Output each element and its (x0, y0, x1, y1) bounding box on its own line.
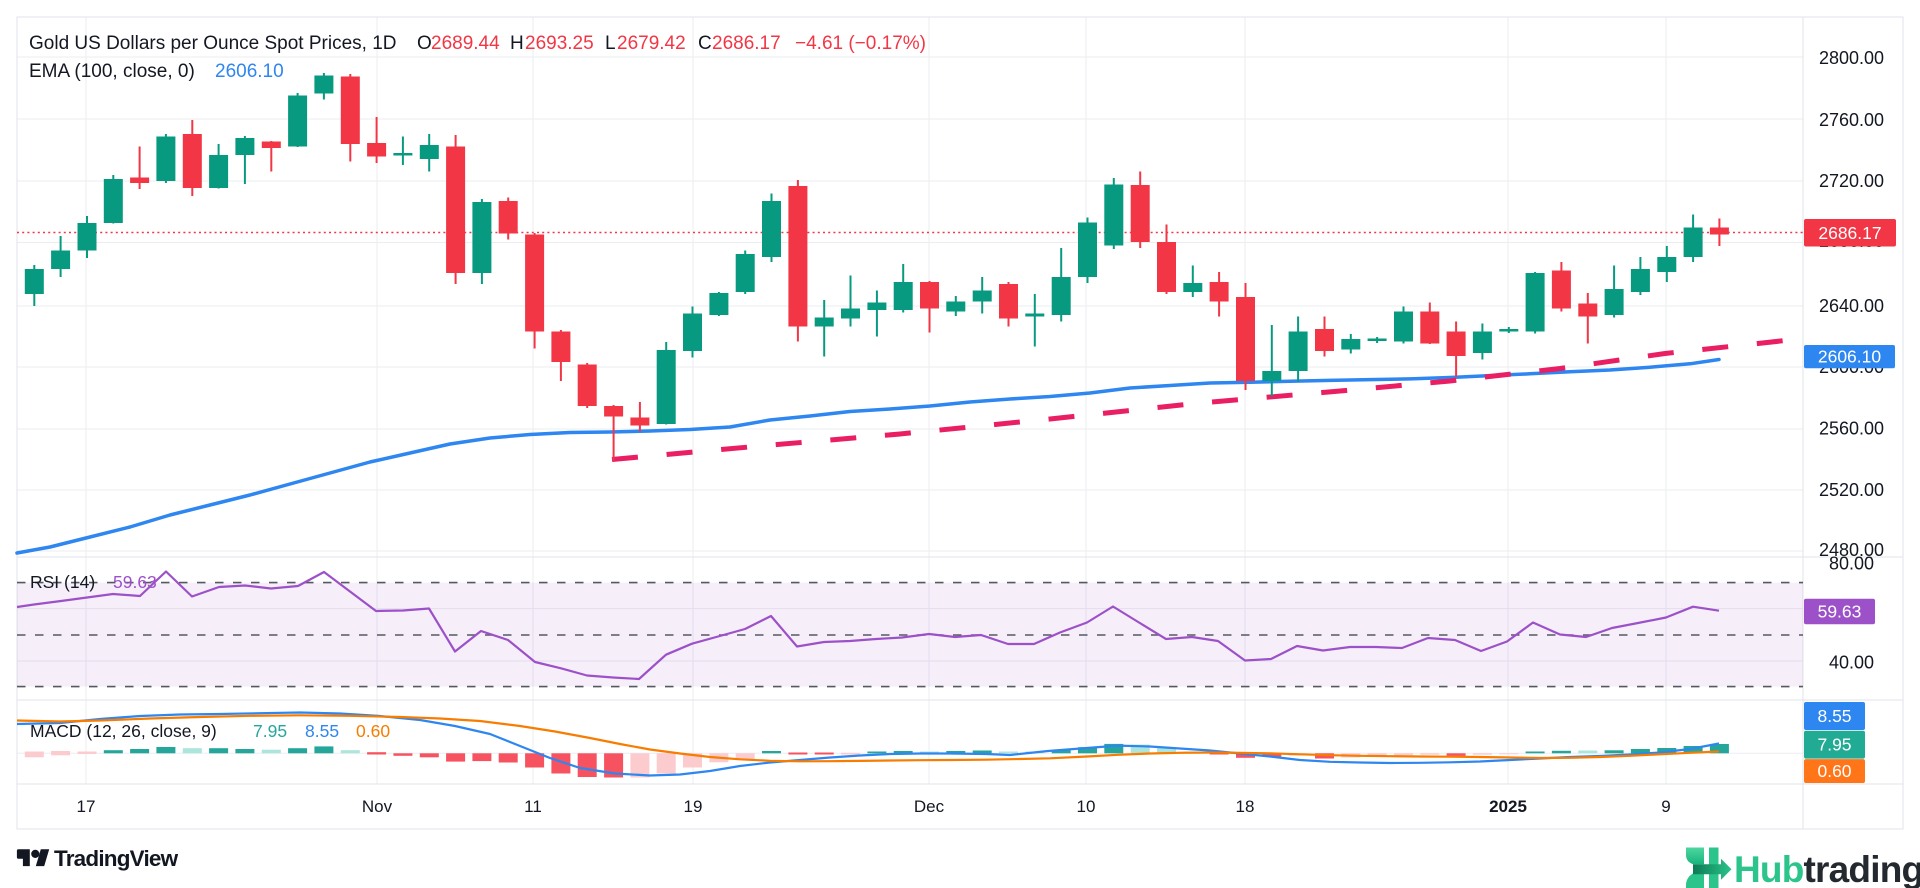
svg-text:59.63: 59.63 (113, 572, 157, 592)
svg-text:Hubtrading: Hubtrading (1734, 849, 1920, 888)
svg-text:C: C (698, 33, 712, 54)
svg-text:17: 17 (77, 797, 96, 816)
svg-text:2686.17: 2686.17 (1818, 223, 1881, 243)
svg-text:2640.00: 2640.00 (1819, 296, 1884, 316)
svg-text:EMA (100, close, 0): EMA (100, close, 0) (29, 61, 195, 82)
svg-text:Dec: Dec (914, 797, 945, 816)
svg-text:TradingView: TradingView (54, 846, 179, 871)
svg-text:Nov: Nov (362, 797, 393, 816)
svg-text:8.55: 8.55 (1817, 706, 1851, 726)
svg-text:80.00: 80.00 (1829, 554, 1874, 574)
svg-text:2686.17: 2686.17 (712, 33, 781, 54)
svg-text:7.95: 7.95 (253, 721, 287, 741)
svg-text:MACD (12, 26, close, 9): MACD (12, 26, close, 9) (30, 721, 217, 741)
svg-text:9: 9 (1661, 797, 1670, 816)
svg-text:0.60: 0.60 (356, 721, 390, 741)
svg-text:2800.00: 2800.00 (1819, 48, 1884, 68)
svg-text:L: L (605, 33, 616, 54)
svg-text:8.55: 8.55 (305, 721, 339, 741)
svg-text:2480.00: 2480.00 (1819, 540, 1884, 560)
svg-text:O: O (417, 33, 432, 54)
svg-text:2520.00: 2520.00 (1819, 480, 1884, 500)
svg-text:−4.61 (−0.17%): −4.61 (−0.17%) (795, 33, 926, 54)
svg-text:19: 19 (684, 797, 703, 816)
svg-text:Gold US Dollars per Ounce Spot: Gold US Dollars per Ounce Spot Prices, 1… (29, 33, 397, 54)
svg-text:2606.10: 2606.10 (215, 61, 284, 82)
svg-text:40.00: 40.00 (1829, 653, 1874, 673)
svg-text:H: H (510, 33, 524, 54)
svg-text:2720.00: 2720.00 (1819, 171, 1884, 191)
svg-text:2679.42: 2679.42 (617, 33, 686, 54)
svg-text:7.95: 7.95 (1817, 735, 1851, 755)
svg-text:2560.00: 2560.00 (1819, 419, 1884, 439)
svg-text:2760.00: 2760.00 (1819, 110, 1884, 130)
svg-text:2689.44: 2689.44 (431, 33, 500, 54)
svg-text:0.60: 0.60 (1817, 761, 1851, 781)
svg-text:59.63: 59.63 (1818, 601, 1862, 621)
svg-text:2025: 2025 (1489, 797, 1527, 816)
svg-text:2693.25: 2693.25 (525, 33, 594, 54)
svg-text:18: 18 (1236, 797, 1255, 816)
svg-text:RSI (14): RSI (14) (30, 572, 95, 592)
svg-text:10: 10 (1077, 797, 1096, 816)
svg-text:2606.10: 2606.10 (1818, 347, 1882, 367)
svg-text:11: 11 (524, 797, 542, 816)
